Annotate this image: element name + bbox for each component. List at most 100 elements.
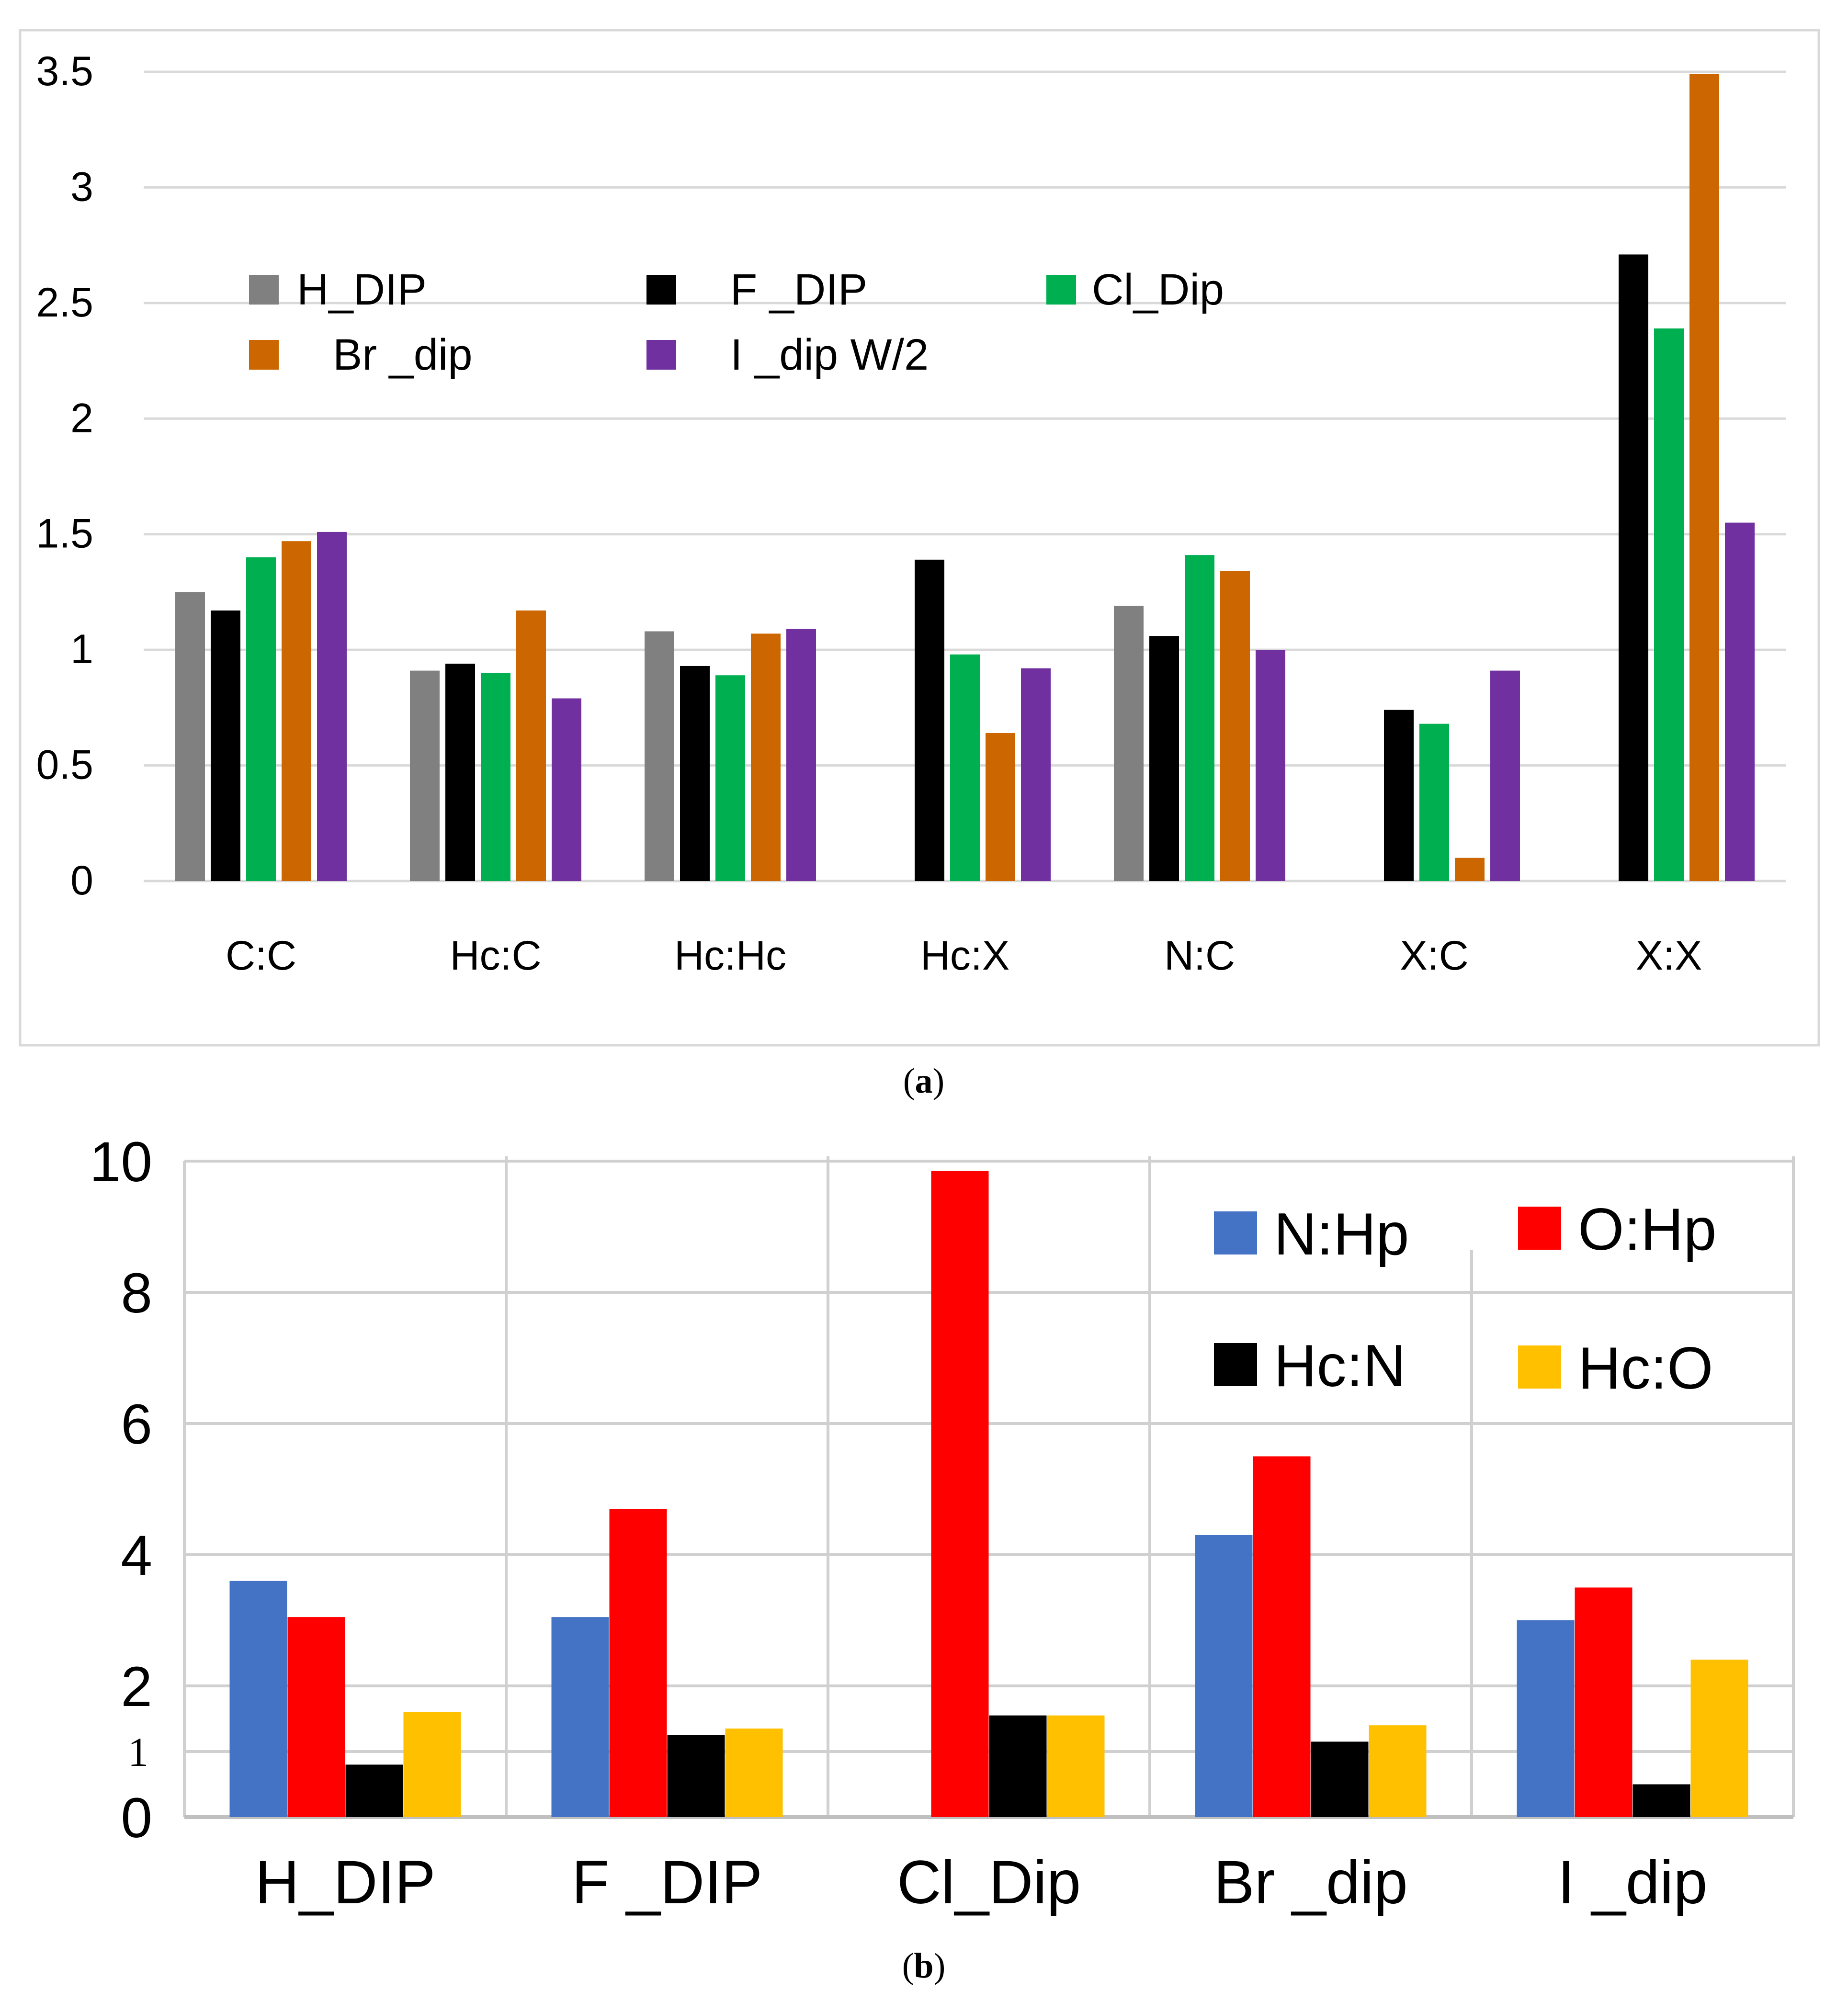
bar-o-hp-h-dip <box>287 1617 345 1817</box>
bar-hc-n-h-dip <box>345 1764 403 1817</box>
x-tick-label: Hc:Hc <box>674 933 786 979</box>
legend-label-h-dip: H_DIP <box>297 265 427 314</box>
bar-cl-dip-hc-hc <box>715 675 745 881</box>
y-tick-label: 0 <box>70 858 93 904</box>
bar-n-hp-f-dip <box>551 1617 609 1817</box>
legend-swatch-br-dip <box>249 340 279 370</box>
bar-i-dip-w-2-x-c <box>1490 670 1520 881</box>
bar-br-dip-x-c <box>1455 858 1485 881</box>
y-tick-label: 8 <box>121 1262 152 1325</box>
bar-cl-dip-n-c <box>1185 555 1214 881</box>
x-tick-label: Hc:X <box>920 933 1009 979</box>
panel-a-y-axis: 0 0.5 1 1.5 2 2.5 3 3.5 <box>36 48 93 904</box>
bar-n-hp-br-dip <box>1195 1535 1253 1817</box>
bar-h-dip-hc-c <box>410 670 440 881</box>
x-tick-label: Cl_Dip <box>897 1848 1081 1917</box>
bar-f-dip-x-x <box>1619 254 1648 881</box>
bar-hc-o-h-dip <box>403 1712 461 1817</box>
legend-label-f-dip: F _DIP <box>730 265 867 314</box>
y-tick-label: 2 <box>121 1655 152 1718</box>
legend-label-hc-n: Hc:N <box>1274 1333 1406 1399</box>
legend-swatch-o-hp <box>1518 1207 1561 1250</box>
bar-cl-dip-x-c <box>1419 723 1449 881</box>
y-tick-label: 1 <box>128 1729 148 1775</box>
legend-swatch-hc-o <box>1518 1345 1561 1389</box>
panel-a-caption: (a) <box>903 1062 944 1101</box>
y-tick-label: 3.5 <box>36 48 93 94</box>
bar-hc-o-cl-dip <box>1047 1715 1105 1817</box>
bar-h-dip-hc-hc <box>645 631 674 881</box>
bar-cl-dip-x-x <box>1654 328 1684 881</box>
bar-o-hp-f-dip <box>609 1509 667 1817</box>
bar-br-dip-n-c <box>1220 571 1250 881</box>
bar-h-dip-n-c <box>1114 606 1144 881</box>
bar-o-hp-i-dip <box>1575 1587 1633 1817</box>
bar-hc-o-i-dip <box>1690 1660 1748 1817</box>
x-tick-label: F _DIP <box>572 1848 762 1917</box>
x-tick-label: N:C <box>1164 933 1235 979</box>
legend-label-hc-o: Hc:O <box>1578 1335 1713 1401</box>
bar-br-dip-hc-x <box>986 733 1015 881</box>
panel-b-x-axis: H_DIP F _DIP Cl_Dip Br _dip I _dip <box>255 1848 1708 1917</box>
y-tick-label: 1.5 <box>36 511 93 557</box>
legend-swatch-i-dip-w-2 <box>646 340 676 370</box>
panel-a-legend: H_DIP F _DIP Cl_Dip Br _dip I _dip W/2 <box>249 265 1224 379</box>
panel-a-frame <box>19 29 1820 1047</box>
bar-f-dip-n-c <box>1149 636 1179 881</box>
panel-a-bars <box>175 74 1755 881</box>
y-tick-label: 10 <box>90 1130 152 1194</box>
x-tick-label: C:C <box>226 933 296 979</box>
bar-f-dip-c-c <box>211 610 240 881</box>
bar-br-dip-x-x <box>1689 74 1719 881</box>
bar-n-hp-i-dip <box>1517 1620 1575 1817</box>
panel-a-x-axis: C:C Hc:C Hc:Hc Hc:X N:C X:C X:X <box>226 933 1702 979</box>
legend-swatch-n-hp <box>1214 1211 1257 1254</box>
legend-swatch-cl-dip <box>1046 275 1076 305</box>
bar-o-hp-br-dip <box>1253 1456 1311 1817</box>
panel-b-bars <box>229 1171 1748 1817</box>
bar-hc-o-br-dip <box>1369 1725 1427 1817</box>
bar-i-dip-w-2-hc-x <box>1021 668 1051 881</box>
bar-hc-o-f-dip <box>725 1729 783 1817</box>
x-tick-label: X:X <box>1636 933 1702 979</box>
bar-br-dip-hc-c <box>516 610 546 881</box>
bar-f-dip-hc-c <box>445 664 475 881</box>
y-tick-label: 4 <box>121 1524 152 1587</box>
y-tick-label: 3 <box>70 164 93 210</box>
bar-f-dip-hc-x <box>915 559 944 881</box>
legend-label-o-hp: O:Hp <box>1578 1197 1716 1263</box>
bar-f-dip-x-c <box>1384 710 1414 881</box>
bar-i-dip-w-2-hc-c <box>552 698 581 881</box>
legend-label-n-hp: N:Hp <box>1274 1201 1409 1267</box>
bar-cl-dip-c-c <box>246 557 276 881</box>
bar-i-dip-w-2-x-x <box>1725 522 1755 881</box>
panel-b-y-axis: 0 1 2 4 6 8 10 <box>90 1130 152 1850</box>
bar-n-hp-h-dip <box>229 1581 287 1817</box>
bar-cl-dip-hc-c <box>481 673 510 881</box>
bar-br-dip-c-c <box>282 541 311 881</box>
panel-a: 0 0.5 1 1.5 2 2.5 3 3.5 C:C Hc:C Hc:Hc Hc:X N:C X:C X… <box>19 29 1820 1101</box>
legend-swatch-f-dip <box>646 275 676 305</box>
legend-label-br-dip: Br _dip <box>333 330 473 379</box>
x-tick-label: Hc:C <box>450 933 541 979</box>
bar-hc-n-f-dip <box>667 1735 725 1817</box>
bar-f-dip-hc-hc <box>680 666 710 881</box>
panel-b-caption: (b) <box>902 1946 945 1986</box>
x-tick-label: H_DIP <box>255 1848 436 1917</box>
legend-label-i-dip-w-2: I _dip W/2 <box>730 330 929 379</box>
bar-hc-n-cl-dip <box>989 1715 1047 1817</box>
bar-hc-n-i-dip <box>1633 1784 1690 1817</box>
bar-i-dip-w-2-hc-hc <box>786 629 816 881</box>
y-tick-label: 6 <box>121 1393 152 1456</box>
legend-swatch-h-dip <box>249 275 279 305</box>
panel-a-caption-letter: a <box>915 1062 933 1101</box>
x-tick-label: Br _dip <box>1213 1848 1408 1917</box>
bar-br-dip-hc-hc <box>751 633 781 881</box>
y-tick-label: 0.5 <box>36 742 93 788</box>
y-tick-label: 0 <box>121 1786 152 1850</box>
bar-i-dip-w-2-n-c <box>1256 650 1285 881</box>
y-tick-label: 1 <box>70 626 93 672</box>
x-tick-label: I _dip <box>1557 1848 1707 1917</box>
